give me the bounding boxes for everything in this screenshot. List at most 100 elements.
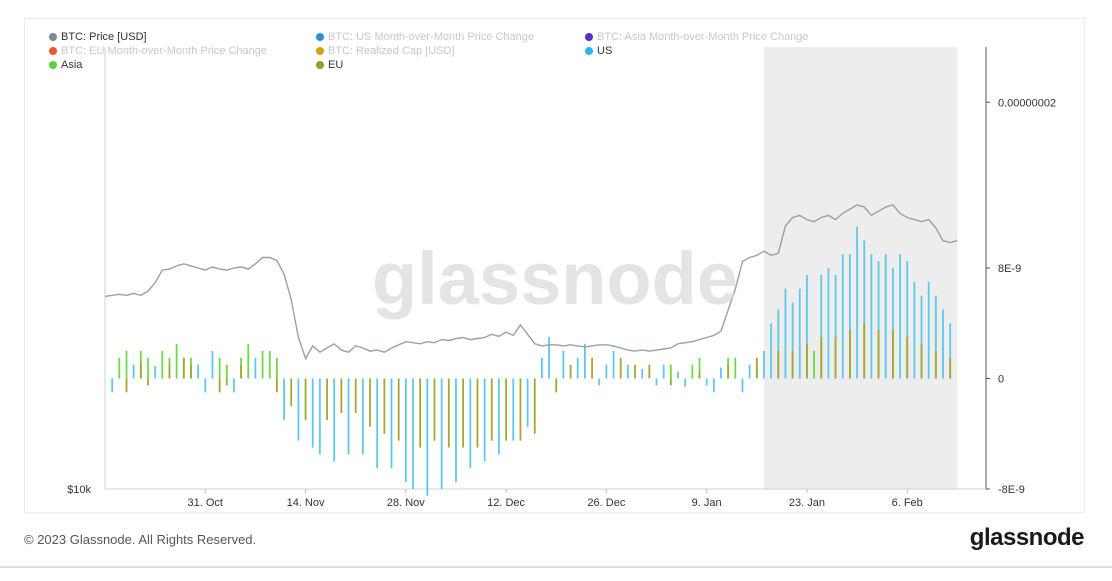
bar-us-46 <box>763 350 765 379</box>
x-tick-label-1: 14. Nov <box>287 497 325 509</box>
legend-label: US <box>597 45 613 57</box>
bar-eu-17 <box>397 378 400 441</box>
future-shaded-region <box>763 47 958 489</box>
legend-item-3[interactable]: BTC: EU Month-over-Month Price Change <box>49 45 267 57</box>
legend-item-4[interactable]: BTC: Realized Cap [USD] <box>316 45 455 57</box>
bar-eu-11 <box>304 378 307 420</box>
bar-us-45 <box>748 364 751 379</box>
chart-svg: 31. Oct 14. Nov 28. Nov 12. Dec 26. Dec 9. Ja… <box>67 47 1056 509</box>
legend-dot-icon <box>316 47 324 55</box>
legend-label: EU <box>328 59 344 71</box>
bar-us-62 <box>884 254 887 379</box>
bar-asia-4 <box>161 350 164 379</box>
bar-eu-48 <box>934 350 937 379</box>
bar-asia-15 <box>276 357 278 379</box>
legend-label: BTC: Realized Cap [USD] <box>328 45 455 57</box>
bar-us-41 <box>705 378 708 386</box>
bar-eu-0 <box>125 378 128 393</box>
bar-us-37 <box>655 378 658 386</box>
bar-eu-42 <box>849 330 851 379</box>
bar-eu-36 <box>755 357 758 379</box>
bar-eu-46 <box>906 337 909 379</box>
bar-us-2 <box>154 366 157 379</box>
bar-asia-6 <box>175 343 178 379</box>
bar-us-34 <box>612 350 615 379</box>
bar-eu-32 <box>648 364 651 379</box>
bar-eu-6 <box>218 378 221 393</box>
legend-label: BTC: Asia Month-over-Month Price Change <box>597 31 809 43</box>
bar-us-63 <box>891 268 894 379</box>
bar-eu-15 <box>369 378 371 427</box>
bar-us-9 <box>297 378 300 441</box>
bar-us-27 <box>541 357 543 379</box>
bar-asia-18 <box>698 357 701 379</box>
bar-eu-35 <box>727 364 730 379</box>
bar-us-12 <box>333 378 336 462</box>
bar-eu-49 <box>949 357 952 379</box>
bar-asia-14 <box>268 350 271 379</box>
bar-eu-2 <box>147 378 149 386</box>
bar-eu-13 <box>340 378 343 414</box>
bar-eu-5 <box>190 364 192 379</box>
legend-dot-icon <box>316 33 324 41</box>
bar-us-0 <box>111 378 114 393</box>
y-axis-ticks: 0.00000002 8E-9 0 -8E-9 $10k <box>67 97 1056 496</box>
bar-us-35 <box>626 364 629 379</box>
bar-eu-34 <box>698 371 701 379</box>
bar-eu-26 <box>533 378 536 434</box>
bar-us-30 <box>576 357 579 379</box>
bar-us-33 <box>605 364 608 379</box>
bar-eu-22 <box>476 378 479 448</box>
bar-eu-37 <box>777 350 780 379</box>
footer-copyright: © 2023 Glassnode. All Rights Reserved. <box>24 532 257 547</box>
bar-us-32 <box>598 378 601 386</box>
bar-eu-41 <box>834 337 837 379</box>
x-tick-label-7: 6. Feb <box>892 497 923 509</box>
bar-us-47 <box>770 323 773 379</box>
price-line-layer <box>104 204 958 361</box>
bar-us-4 <box>204 378 207 393</box>
legend-label: BTC: EU Month-over-Month Price Change <box>61 45 268 57</box>
price-line <box>104 204 958 361</box>
bar-us-29 <box>562 350 565 379</box>
legend-item-5[interactable]: US <box>585 45 612 57</box>
bar-eu-40 <box>820 337 823 379</box>
legend-dot-icon <box>316 61 324 69</box>
bar-us-51 <box>798 288 801 379</box>
bar-us-65 <box>906 261 909 379</box>
legend-dot-icon <box>585 47 593 55</box>
bar-us-17 <box>404 378 407 483</box>
bar-asia-16 <box>669 364 672 379</box>
glassnode-logo[interactable]: glassnode <box>969 524 1085 551</box>
y-left-tick-label-0: $10k <box>67 484 91 496</box>
legend-item-6[interactable]: Asia <box>49 59 82 71</box>
bar-us-69 <box>934 295 937 379</box>
legend-label: BTC: Price [USD] <box>61 31 147 43</box>
shaded-region <box>763 47 958 489</box>
bar-us-21 <box>455 378 457 483</box>
bar-us-42 <box>712 378 715 393</box>
y-right-tick-label-1: 8E-9 <box>998 263 1021 275</box>
bar-eu-14 <box>354 378 357 414</box>
bar-eu-23 <box>490 378 493 441</box>
legend-item-7[interactable]: EU <box>316 59 343 71</box>
y-right-tick-label-2: 0 <box>998 374 1004 386</box>
legend-item-2[interactable]: BTC: Asia Month-over-Month Price Change <box>585 31 809 43</box>
legend-item-1[interactable]: BTC: US Month-over-Month Price Change <box>316 31 534 43</box>
legend-item-0[interactable]: BTC: Price [USD] <box>49 31 147 43</box>
bar-asia-0 <box>118 357 121 379</box>
bar-eu-39 <box>806 343 808 379</box>
bar-eu-31 <box>634 364 636 379</box>
bar-us-23 <box>483 378 486 462</box>
bar-us-59 <box>863 240 866 379</box>
bar-eu-30 <box>619 357 622 379</box>
bar-us-66 <box>913 281 916 379</box>
x-tick-label-0: 31. Oct <box>188 497 223 509</box>
bar-us-3 <box>197 364 200 379</box>
bar-eu-8 <box>240 364 242 379</box>
bar-asia-22 <box>813 350 815 379</box>
bar-eu-27 <box>555 378 558 393</box>
bar-us-68 <box>927 281 930 379</box>
bar-us-31 <box>583 343 586 379</box>
bar-asia-1 <box>125 350 128 379</box>
